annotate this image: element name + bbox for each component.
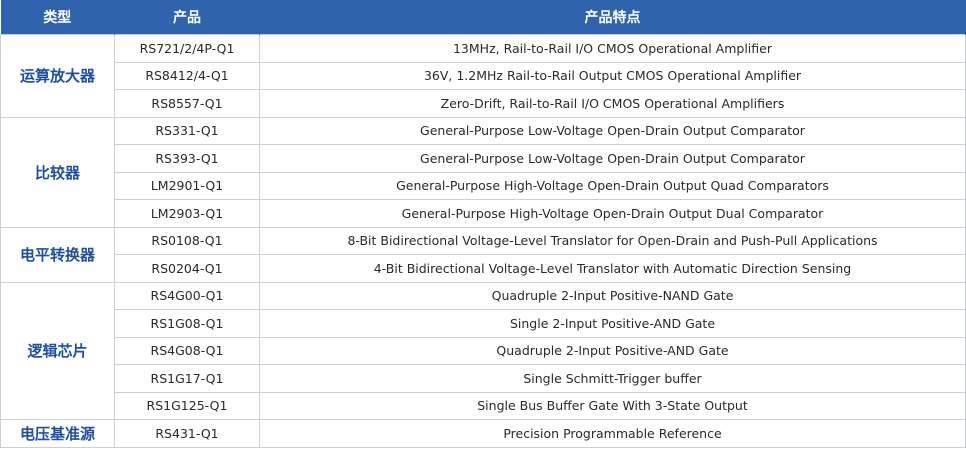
table-row: 逻辑芯片 RS4G00-Q1 Quadruple 2-Input Positiv…: [0, 281, 966, 420]
product-cell: RS0204-Q1: [114, 254, 260, 283]
product-cell: LM2901-Q1: [114, 171, 260, 200]
header-category: 类型: [0, 0, 115, 35]
feature-cell: Single Bus Buffer Gate With 3-State Outp…: [259, 391, 966, 420]
product-cell: RS331-Q1: [114, 116, 260, 145]
header-feature: 产品特点: [259, 0, 966, 35]
feature-cell: General-Purpose High-Voltage Open-Drain …: [259, 171, 966, 200]
feature-cell: General-Purpose Low-Voltage Open-Drain O…: [259, 144, 966, 173]
table-row: RS1G17-Q1 Single Schmitt-Trigger buffer: [1, 364, 966, 393]
feature-cell: 13MHz, Rail-to-Rail I/O CMOS Operational…: [259, 34, 966, 63]
product-cell: LM2903-Q1: [114, 199, 260, 228]
table-header-row: 类型 产品 产品特点: [0, 0, 966, 35]
product-cell: RS1G125-Q1: [114, 391, 260, 420]
product-cell: RS1G17-Q1: [114, 364, 260, 393]
category-cell: 比较器: [0, 116, 115, 228]
table-row: 比较器 RS331-Q1 General-Purpose Low-Voltage…: [0, 116, 966, 228]
product-table: 类型 产品 产品特点 运算放大器 RS721/2/4P-Q1 13MHz, Ra…: [0, 0, 966, 448]
category-cell: 运算放大器: [0, 34, 115, 118]
feature-cell: 8-Bit Bidirectional Voltage-Level Transl…: [259, 226, 966, 255]
feature-cell: 4-Bit Bidirectional Voltage-Level Transl…: [259, 254, 966, 283]
feature-cell: Precision Programmable Reference: [259, 419, 966, 448]
category-cell: 逻辑芯片: [0, 281, 115, 420]
product-cell: RS431-Q1: [114, 419, 260, 448]
table-row: RS8557-Q1 Zero-Drift, Rail-to-Rail I/O C…: [1, 89, 966, 118]
feature-cell: Single Schmitt-Trigger buffer: [259, 364, 966, 393]
feature-cell: General-Purpose Low-Voltage Open-Drain O…: [259, 116, 966, 145]
table-row: RS393-Q1 General-Purpose Low-Voltage Ope…: [1, 144, 966, 173]
table-row: RS1G125-Q1 Single Bus Buffer Gate With 3…: [1, 391, 966, 420]
table-row: 运算放大器 RS721/2/4P-Q1 13MHz, Rail-to-Rail …: [0, 34, 966, 118]
category-cell: 电平转换器: [0, 226, 115, 283]
feature-cell: Zero-Drift, Rail-to-Rail I/O CMOS Operat…: [259, 89, 966, 118]
product-cell: RS1G08-Q1: [114, 309, 260, 338]
category-cell: 电压基准源: [0, 419, 115, 448]
table-row: 电压基准源 RS431-Q1 Precision Programmable Re…: [0, 419, 966, 448]
feature-cell: 36V, 1.2MHz Rail-to-Rail Output CMOS Ope…: [259, 61, 966, 90]
table-row: RS1G08-Q1 Single 2-Input Positive-AND Ga…: [1, 309, 966, 338]
product-cell: RS8412/4-Q1: [114, 61, 260, 90]
table-row: RS0204-Q1 4-Bit Bidirectional Voltage-Le…: [1, 254, 966, 283]
product-cell: RS8557-Q1: [114, 89, 260, 118]
table-row: RS8412/4-Q1 36V, 1.2MHz Rail-to-Rail Out…: [1, 61, 966, 90]
product-cell: RS0108-Q1: [114, 226, 260, 255]
feature-cell: General-Purpose High-Voltage Open-Drain …: [259, 199, 966, 228]
table-row: RS4G08-Q1 Quadruple 2-Input Positive-AND…: [1, 336, 966, 365]
table-row: LM2901-Q1 General-Purpose High-Voltage O…: [1, 171, 966, 200]
product-cell: RS721/2/4P-Q1: [114, 34, 260, 63]
table-row: LM2903-Q1 General-Purpose High-Voltage O…: [1, 199, 966, 228]
product-cell: RS393-Q1: [114, 144, 260, 173]
feature-cell: Quadruple 2-Input Positive-NAND Gate: [259, 281, 966, 310]
header-product: 产品: [114, 0, 260, 35]
feature-cell: Quadruple 2-Input Positive-AND Gate: [259, 336, 966, 365]
feature-cell: Single 2-Input Positive-AND Gate: [259, 309, 966, 338]
table-row: 电平转换器 RS0108-Q1 8-Bit Bidirectional Volt…: [0, 226, 966, 283]
product-cell: RS4G08-Q1: [114, 336, 260, 365]
product-cell: RS4G00-Q1: [114, 281, 260, 310]
